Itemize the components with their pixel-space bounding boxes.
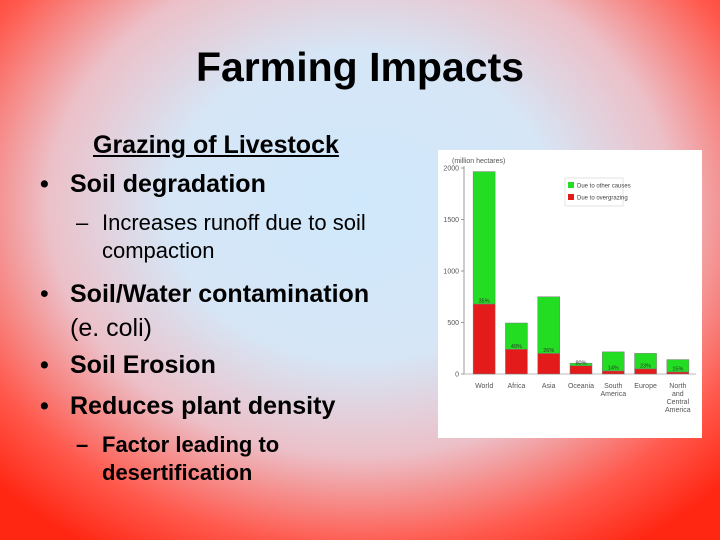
bar-segment: [569, 362, 593, 367]
x-tick-label: Europe: [634, 383, 657, 390]
bullet-text: Soil/Water contamination: [70, 280, 370, 308]
bullet-contamination: • Soil/Water contamination (e. coli): [40, 277, 430, 345]
bar-segment: [472, 171, 496, 305]
legend-label: Due to overgrazing: [577, 196, 628, 202]
x-tick-label: North: [669, 383, 686, 390]
y-tick-label: 500: [447, 320, 459, 327]
data-label: 14%: [608, 365, 619, 371]
bar-segment: [569, 365, 593, 375]
legend-label: Due to other causes: [577, 184, 631, 190]
subbullet-runoff: – Increases runoff due to soil compactio…: [40, 209, 430, 265]
data-label: 23%: [640, 363, 651, 369]
x-tick-label: America: [665, 407, 691, 414]
bullet-soil-erosion: • Soil Erosion: [40, 351, 430, 380]
bullet-text: Reduces plant density: [70, 392, 336, 420]
x-tick-label: and: [672, 391, 684, 398]
bullet-soil-degradation: • Soil degradation: [40, 170, 430, 199]
subbullet-desertification: – Factor leading to desertification: [40, 431, 430, 487]
y-tick-label: 2000: [443, 166, 459, 173]
bar-segment: [634, 368, 657, 375]
bullet-text: Soil Erosion: [70, 351, 216, 379]
slide-subtitle: Grazing of Livestock: [93, 131, 339, 159]
subbullet-text: Increases runoff due to soil compaction: [102, 210, 366, 263]
data-label: 35%: [479, 298, 490, 304]
y-tick-label: 1000: [443, 269, 459, 276]
x-tick-label: Central: [667, 399, 690, 406]
bar-segment: [666, 359, 690, 373]
bullet-extra-text: (e. coli): [70, 314, 152, 342]
bullet-glyph: •: [40, 392, 49, 420]
data-label: 26%: [543, 348, 554, 354]
bar-segment: [537, 296, 560, 354]
slide-title: Farming Impacts: [195, 44, 525, 90]
bullet-glyph: •: [40, 170, 49, 198]
bar-segment: [505, 322, 528, 350]
bullet-glyph: •: [40, 351, 49, 379]
y-tick-label: 1500: [443, 217, 459, 224]
bar-segment: [537, 353, 560, 375]
bullet-plant-density: • Reduces plant density: [40, 392, 430, 421]
dash-glyph: –: [76, 432, 89, 457]
data-label: 80%: [575, 360, 586, 366]
legend-swatch: [568, 182, 574, 188]
bullet-text: Soil degradation: [70, 170, 266, 198]
chart-svg: (million hectares) 0 500 1000 1500 2000 35% Wor…: [443, 158, 696, 414]
y-axis-label: (million hectares): [452, 158, 505, 165]
x-tick-label: America: [600, 391, 626, 398]
x-tick-label: Africa: [507, 383, 525, 390]
subbullet-text: Factor leading to desertification: [102, 432, 280, 485]
x-tick-label: Asia: [542, 383, 556, 390]
bullet-list: • Soil degradation – Increases runoff du…: [40, 170, 430, 487]
x-tick-label: South: [604, 383, 622, 390]
dash-glyph: –: [76, 210, 89, 235]
bullet-glyph: •: [40, 280, 49, 308]
data-label: 49%: [511, 344, 522, 350]
data-label: 15%: [672, 366, 683, 372]
bar-segment: [472, 303, 496, 375]
bar-segment: [602, 351, 625, 372]
land-degradation-chart: (million hectares) 0 500 1000 1500 2000 35% Wor…: [438, 150, 702, 438]
y-tick-label: 0: [455, 372, 459, 379]
legend-box: [564, 177, 624, 207]
x-tick-label: World: [475, 383, 493, 390]
legend-swatch: [568, 194, 574, 200]
bar-segment: [505, 349, 528, 375]
bar-segment: [634, 353, 657, 370]
x-tick-label: Oceania: [568, 383, 594, 390]
